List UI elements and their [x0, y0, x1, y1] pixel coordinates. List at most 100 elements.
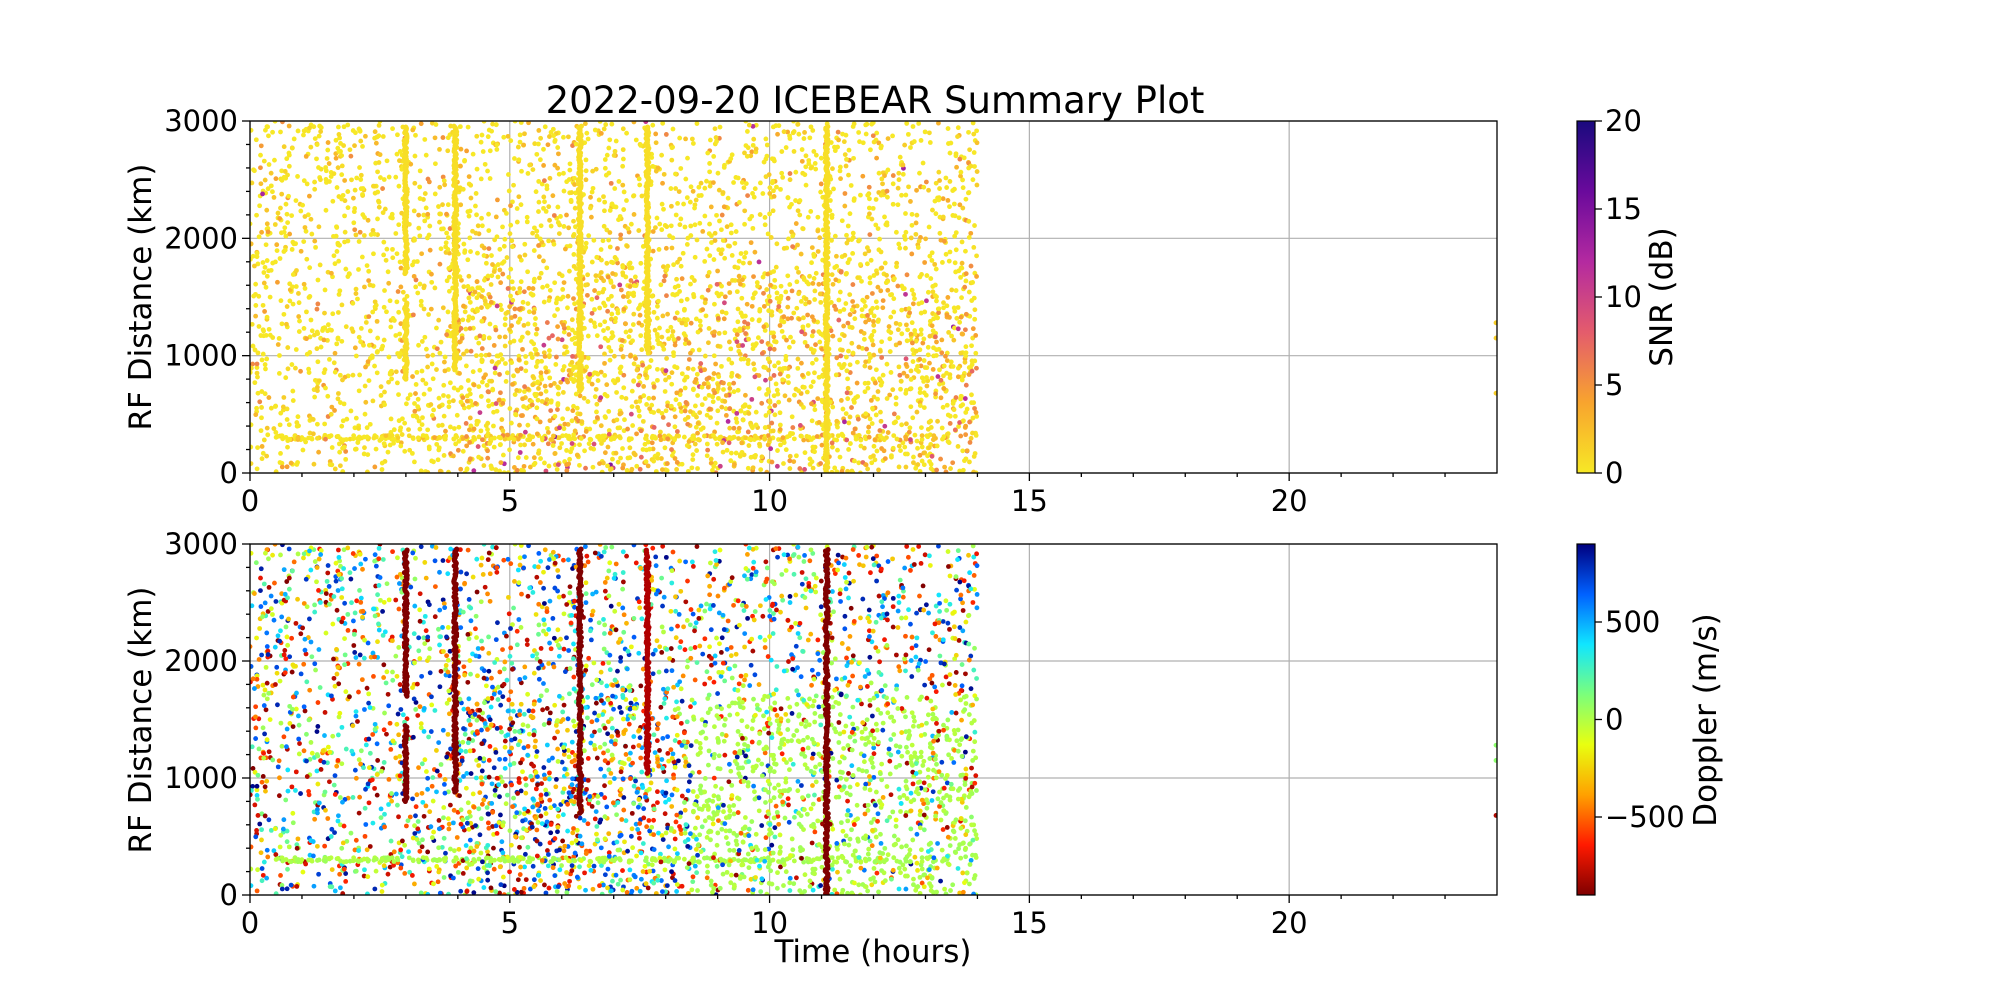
scatter-point	[463, 420, 469, 426]
scatter-point	[459, 335, 465, 341]
scatter-point	[874, 305, 880, 311]
scatter-point	[530, 167, 536, 172]
scatter-point	[788, 430, 793, 436]
scatter-point	[311, 461, 317, 467]
scatter-point	[871, 352, 877, 358]
scatter-point	[316, 165, 321, 170]
scatter-point	[750, 142, 756, 148]
scatter-point	[658, 437, 664, 443]
scatter-point	[812, 449, 817, 455]
scatter-point	[963, 382, 969, 388]
scatter-point	[339, 196, 345, 202]
scatter-point	[799, 360, 804, 366]
scatter-point	[837, 168, 843, 174]
scatter-point	[293, 198, 299, 203]
scatter-point	[464, 434, 469, 439]
scatter-point	[909, 287, 915, 293]
scatter-point	[801, 384, 807, 390]
scatter-point	[802, 450, 808, 456]
scatter-point	[878, 418, 884, 424]
scatter-point	[791, 310, 797, 316]
scatter-point	[801, 437, 807, 443]
scatter-point	[611, 436, 617, 442]
scatter-point	[546, 354, 552, 360]
scatter-point	[333, 155, 339, 161]
scatter-point	[778, 283, 784, 289]
scatter-point	[674, 276, 679, 282]
scatter-point	[828, 328, 834, 334]
scatter-point	[341, 444, 347, 450]
scatter-point	[571, 252, 577, 257]
scatter-point	[960, 467, 966, 473]
scatter-point	[851, 458, 857, 464]
scatter-point	[702, 185, 708, 191]
scatter-point	[323, 207, 329, 213]
scatter-point	[645, 463, 651, 469]
scatter-point	[669, 370, 675, 376]
scatter-point	[270, 129, 275, 135]
scatter-point	[464, 348, 470, 354]
scatter-point	[805, 371, 811, 376]
scatter-point	[745, 357, 751, 363]
scatter-point	[685, 421, 691, 427]
scatter-point	[351, 195, 356, 201]
scatter-point	[799, 147, 805, 152]
scatter-point	[925, 453, 930, 459]
scatter-point	[597, 461, 602, 466]
scatter-point	[627, 445, 633, 451]
scatter-point	[858, 443, 864, 449]
scatter-point	[486, 228, 492, 233]
scatter-point	[785, 304, 791, 310]
scatter-point	[935, 418, 940, 424]
scatter-point	[384, 158, 390, 164]
scatter-point	[438, 246, 444, 252]
scatter-point	[778, 442, 783, 448]
scatter-point	[783, 289, 789, 295]
scatter-point	[743, 181, 749, 186]
scatter-point	[923, 179, 929, 185]
scatter-point	[876, 317, 881, 323]
scatter-point	[490, 401, 495, 407]
scatter-point	[502, 334, 508, 340]
scatter-point	[608, 180, 614, 186]
scatter-point	[606, 431, 612, 437]
scatter-point	[391, 427, 397, 433]
scatter-point	[262, 362, 268, 367]
scatter-point	[284, 156, 290, 162]
scatter-point	[839, 218, 845, 224]
scatter-point	[867, 211, 872, 217]
scatter-point	[281, 144, 287, 150]
scatter-point	[602, 360, 607, 366]
scatter-point	[410, 413, 416, 419]
scatter-point	[809, 437, 814, 442]
scatter-point	[522, 241, 528, 247]
scatter-point	[919, 433, 925, 438]
scatter-point	[548, 399, 554, 405]
scatter-point	[616, 179, 622, 184]
scatter-point	[252, 263, 257, 269]
scatter-point	[284, 464, 290, 470]
scatter-point	[755, 283, 760, 289]
scatter-point	[494, 147, 500, 152]
scatter-point	[370, 227, 376, 233]
scatter-point	[903, 229, 909, 235]
scatter-point	[716, 330, 722, 336]
scatter-point	[660, 264, 666, 270]
scatter-point	[703, 313, 709, 319]
scatter-point	[505, 309, 511, 315]
scatter-point	[324, 156, 330, 161]
scatter-point	[465, 209, 471, 215]
scatter-point	[698, 361, 704, 366]
scatter-point	[290, 388, 296, 394]
scatter-point	[890, 133, 895, 139]
scatter-point	[742, 221, 747, 227]
scatter-point	[865, 192, 871, 198]
scatter-point	[925, 352, 931, 358]
scatter-point	[875, 396, 880, 402]
scatter-point	[943, 175, 949, 181]
scatter-point	[952, 233, 958, 239]
scatter-point	[660, 467, 665, 472]
scatter-point	[336, 132, 342, 137]
scatter-point	[888, 370, 894, 375]
scatter-point	[508, 293, 513, 299]
